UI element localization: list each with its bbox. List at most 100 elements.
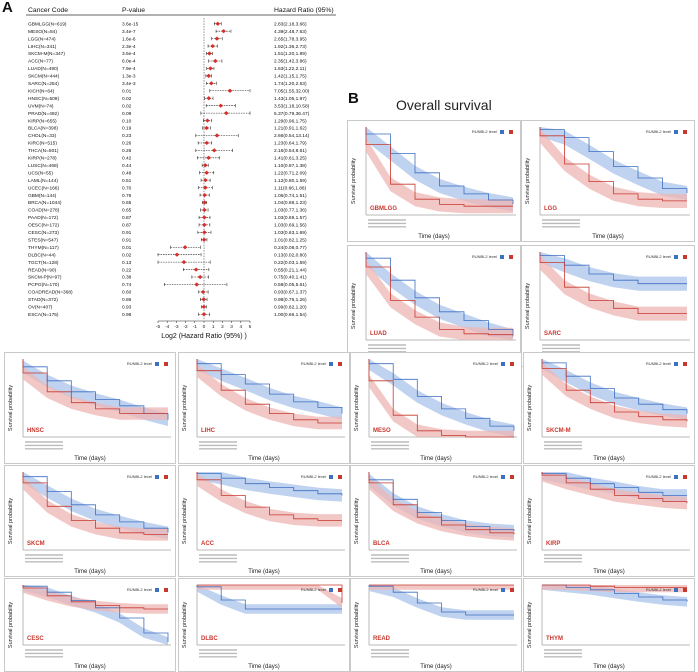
row-cancer-code: LGG(N=474) bbox=[28, 36, 56, 42]
legend-swatch-low bbox=[338, 361, 342, 366]
row-p-value: 0.65 bbox=[122, 208, 132, 214]
row-cancer-code: LIHC(N=341) bbox=[28, 44, 57, 50]
x-tick-label: 4 bbox=[239, 324, 242, 330]
km-cancer-name: READ bbox=[373, 636, 391, 642]
row-hazard-ratio: 1.42(1.15,1.75) bbox=[274, 74, 307, 80]
row-hazard-ratio: 0.98(0.76,1.26) bbox=[274, 297, 307, 303]
km-canvas bbox=[196, 472, 345, 563]
row-hazard-ratio: 2.83(2.18,3.66) bbox=[274, 21, 307, 27]
km-cancer-name: KIRP bbox=[546, 541, 561, 547]
row-p-value: 3.5e-4 bbox=[122, 51, 136, 57]
row-hazard-ratio: 1.22(0.71,2.09) bbox=[274, 170, 307, 176]
x-tick-label: 1 bbox=[212, 324, 215, 330]
row-hazard-ratio: 1.74(1.20,2.53) bbox=[274, 81, 307, 87]
km-cancer-name: GBMLGG bbox=[370, 206, 397, 212]
row-p-value: 0.38 bbox=[122, 275, 132, 281]
row-cancer-code: BRCA(N=1044) bbox=[28, 200, 62, 206]
km-legend: RUNBL2 level bbox=[472, 254, 515, 259]
km-y-axis-label: Survival probability bbox=[353, 384, 360, 432]
km-y-axis-label: Survival probability bbox=[181, 384, 188, 432]
row-p-value: 0.13 bbox=[122, 260, 132, 266]
x-tick-label: -3 bbox=[174, 324, 179, 330]
row-p-value: 0.23 bbox=[122, 133, 132, 139]
row-p-value: 0.19 bbox=[122, 126, 132, 132]
km-legend: RUNBL2 level bbox=[646, 361, 689, 366]
survival-curve-low bbox=[541, 359, 688, 422]
legend-swatch-low bbox=[164, 587, 168, 592]
row-hazard-ratio: 1.63(1.22,2.11) bbox=[274, 66, 307, 72]
legend-swatch-high bbox=[674, 361, 678, 366]
row-cancer-code: THCA(N=501) bbox=[28, 148, 59, 154]
ci-band-low bbox=[23, 585, 168, 614]
km-plot-gbmlgg: Survival probability Time (days) GBMLGG RUN… bbox=[347, 120, 521, 242]
row-hazard-ratio: 1.03(0.77,1.36) bbox=[274, 208, 307, 214]
legend-swatch-low bbox=[683, 474, 687, 479]
km-cancer-name: SKCM bbox=[27, 541, 45, 547]
km-canvas bbox=[365, 127, 516, 228]
row-cancer-code: KIRC(N=515) bbox=[28, 141, 57, 147]
legend-swatch-high bbox=[674, 587, 678, 592]
km-x-axis-label: Time (days) bbox=[74, 569, 106, 575]
row-hazard-ratio: 1.01(0.82,1.25) bbox=[274, 237, 307, 243]
row-hazard-ratio: 1.51(1.20,1.89) bbox=[274, 51, 307, 57]
km-legend: RUNBL2 level bbox=[472, 129, 515, 134]
hr-point bbox=[204, 140, 210, 146]
hr-point bbox=[205, 118, 210, 123]
km-x-axis-label: Time (days) bbox=[420, 569, 452, 575]
row-cancer-code: CHOL(N=33) bbox=[28, 133, 57, 139]
hr-point bbox=[193, 267, 199, 272]
row-cancer-code: OV(N=407) bbox=[28, 305, 53, 311]
legend-swatch-low bbox=[509, 129, 513, 134]
survival-curve-low bbox=[541, 472, 688, 504]
x-axis-label: Log2 (Hazard Ratio (95%) ) bbox=[161, 333, 247, 340]
survival-curve-high bbox=[368, 359, 515, 431]
km-x-axis-label: Time (days) bbox=[74, 456, 106, 462]
km-y-axis-label: Survival probability bbox=[181, 601, 188, 649]
row-p-value: 0.91 bbox=[122, 237, 132, 243]
row-p-value: 0.02 bbox=[122, 252, 132, 258]
row-cancer-code: GBM(N=144) bbox=[28, 193, 57, 199]
km-plot-dlbc: Survival probability Time (days) DLBC RUNBL… bbox=[178, 578, 350, 672]
km-y-axis-label: Survival probability bbox=[181, 497, 188, 545]
ci-band-low bbox=[197, 473, 342, 527]
legend-swatch-low bbox=[338, 587, 342, 592]
ci-band-high bbox=[366, 127, 513, 212]
km-plot-cesc: Survival probability Time (days) CESC RUNBL… bbox=[4, 578, 176, 672]
km-legend-title: RUNBL2 level bbox=[472, 587, 498, 592]
hr-point bbox=[201, 230, 207, 235]
survival-curve-high bbox=[196, 472, 343, 496]
km-canvas bbox=[541, 584, 690, 658]
survival-curve-high bbox=[368, 585, 514, 616]
km-y-axis-label: Survival probability bbox=[353, 497, 360, 545]
hr-point bbox=[201, 304, 207, 309]
km-y-axis-label: Survival probability bbox=[353, 601, 360, 649]
row-hazard-ratio: 1.06(0.74,1.51) bbox=[274, 193, 307, 199]
ci-band-high bbox=[542, 585, 687, 607]
survival-curve-high bbox=[541, 472, 687, 496]
km-x-axis-label: Time (days) bbox=[74, 664, 106, 670]
legend-swatch-low bbox=[683, 129, 687, 134]
km-canvas bbox=[539, 127, 690, 228]
row-cancer-code: LUSC(N=468) bbox=[28, 163, 59, 169]
km-cancer-name: LIHC bbox=[201, 428, 215, 434]
row-hazard-ratio: 1.03(0.69,1.56) bbox=[274, 223, 307, 229]
row-p-value: 0.22 bbox=[122, 267, 132, 273]
row-p-value: 2.3e-4 bbox=[122, 44, 136, 50]
row-cancer-code: UCS(N=55) bbox=[28, 170, 53, 176]
km-legend: RUNBL2 level bbox=[473, 587, 516, 592]
km-canvas bbox=[22, 359, 171, 450]
survival-curve-high bbox=[22, 472, 169, 533]
row-p-value: 0.86 bbox=[122, 297, 132, 303]
km-canvas bbox=[368, 359, 517, 450]
survival-curve-low bbox=[22, 472, 168, 535]
legend-swatch-high bbox=[501, 361, 505, 366]
km-legend: RUNBL2 level bbox=[646, 474, 689, 479]
legend-swatch-high bbox=[329, 361, 333, 366]
km-plot-meso: Survival probability Time (days) MESO RUNBL… bbox=[350, 352, 522, 464]
legend-swatch-high bbox=[674, 254, 678, 259]
survival-curve-low bbox=[539, 252, 687, 314]
km-x-axis-label: Time (days) bbox=[592, 234, 624, 240]
hr-point bbox=[214, 36, 220, 41]
km-x-axis-label: Time (days) bbox=[248, 664, 280, 670]
